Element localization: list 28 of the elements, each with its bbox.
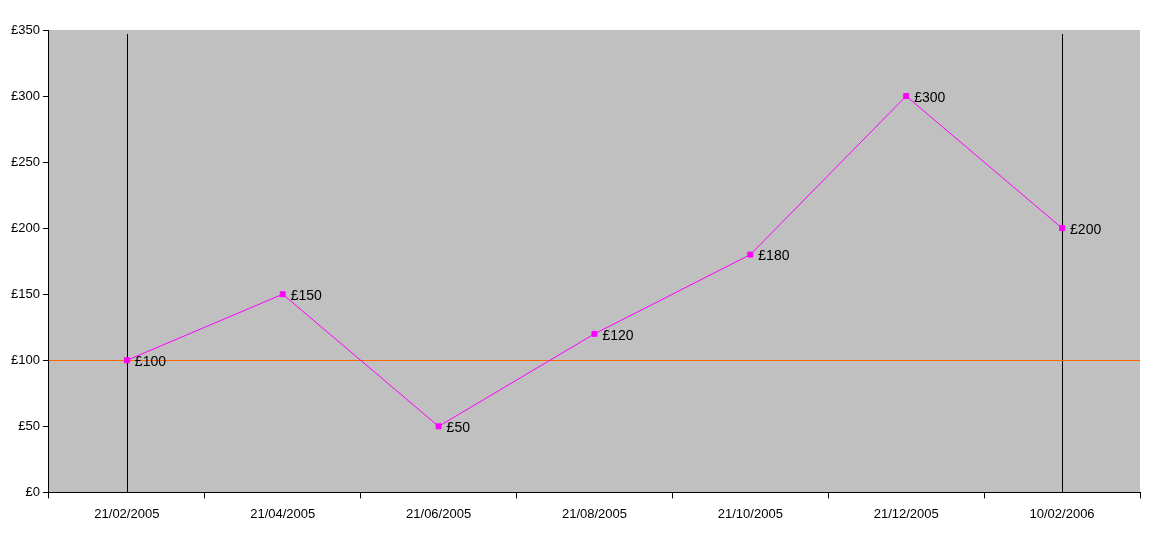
- y-tick-label: £200: [11, 219, 40, 235]
- x-tick-label: 21/02/2005: [94, 505, 160, 521]
- point: [903, 93, 910, 100]
- x-tick-label: 21/08/2005: [561, 505, 627, 521]
- y-tick-label: £150: [11, 285, 40, 301]
- data-label: £200: [1070, 221, 1102, 238]
- x-tick-label: 21/06/2005: [406, 505, 472, 521]
- y-tick-label: £0: [25, 483, 40, 499]
- point: [747, 251, 754, 258]
- data-label: £150: [290, 287, 323, 304]
- point: [123, 357, 130, 364]
- x-tick-label: 21/12/2005: [873, 505, 939, 521]
- y-tick-label: £50: [18, 417, 40, 433]
- data-label: £300: [914, 88, 946, 105]
- point: [1059, 225, 1066, 232]
- y-tick-label: £300: [11, 87, 40, 103]
- y-tick-label: £250: [11, 153, 40, 169]
- x-tick-label: 10/02/2006: [1029, 505, 1095, 521]
- point: [435, 423, 442, 430]
- y-tick-label: £350: [11, 21, 40, 37]
- x-tick-label: 21/04/2005: [250, 505, 316, 521]
- y-tick-label: £100: [11, 351, 40, 367]
- data-label: £180: [758, 247, 790, 264]
- data-label: £120: [602, 326, 634, 343]
- point: [279, 291, 286, 298]
- x-tick-label: 21/10/2005: [717, 505, 783, 521]
- data-label: £50: [446, 419, 471, 436]
- point: [591, 330, 598, 337]
